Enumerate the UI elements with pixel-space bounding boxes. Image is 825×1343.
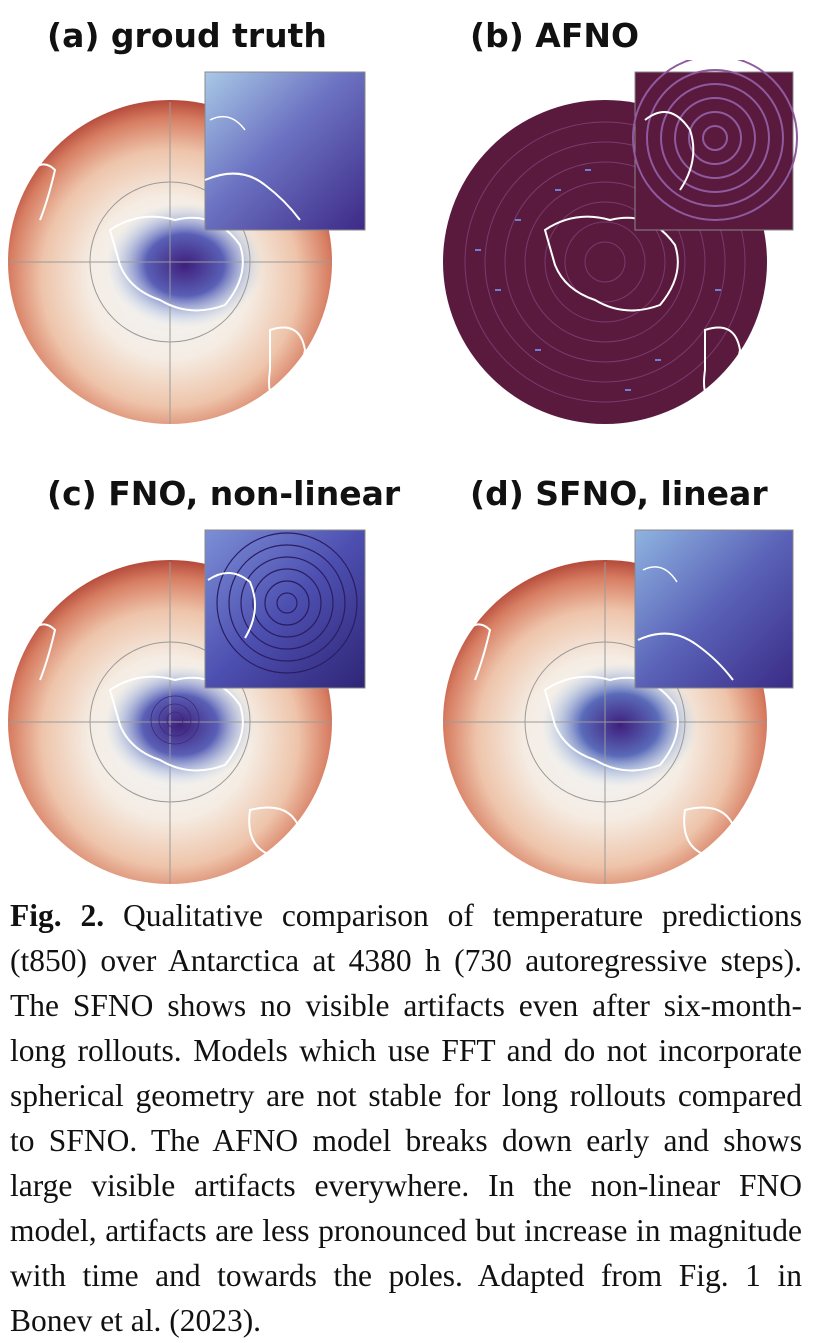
coastline [268,326,307,402]
cold-region [542,663,698,787]
panel-b-title: (b) AFNO [470,16,640,55]
panel-b-globe [443,60,798,424]
inset-rings [216,532,358,674]
cold-region [105,665,255,785]
zoom-inset [204,529,366,689]
antarctica-coastline [108,675,244,772]
inset-coastline [642,566,678,583]
inset-coastline [209,115,246,131]
coastline [683,806,737,857]
panel-a-title: (a) groud truth [47,16,327,55]
inset-coastline [644,111,695,191]
coastline [459,623,492,681]
artifact-rings [150,695,200,745]
panel-a-globe [8,71,366,424]
coastline [24,623,57,681]
coastline [703,326,742,402]
antarctica-coastline [543,675,679,772]
panel-c-globe [8,529,366,884]
figure-caption: Fig. 2. Qualitative comparison of temper… [10,893,802,1343]
inset-coastline [207,572,256,639]
caption-text: Qualitative comparison of temperature pr… [10,898,803,1338]
cold-region [107,203,263,327]
zoom-inset [634,529,794,689]
antarctica-coastline [108,215,244,312]
inset-coastline [637,632,734,681]
coastline [24,163,57,221]
artifact-rings [464,121,746,403]
inset-coastline [204,172,301,221]
zoom-inset [204,71,366,231]
antarctica-coastline [543,215,679,312]
panel-d-globe [443,529,794,884]
panel-c-title: (c) FNO, non-linear [47,474,401,513]
figure-label: Fig. 2. [10,898,105,933]
coastline [248,806,302,857]
inset-rings [632,60,798,221]
panel-d-title: (d) SFNO, linear [470,474,768,513]
